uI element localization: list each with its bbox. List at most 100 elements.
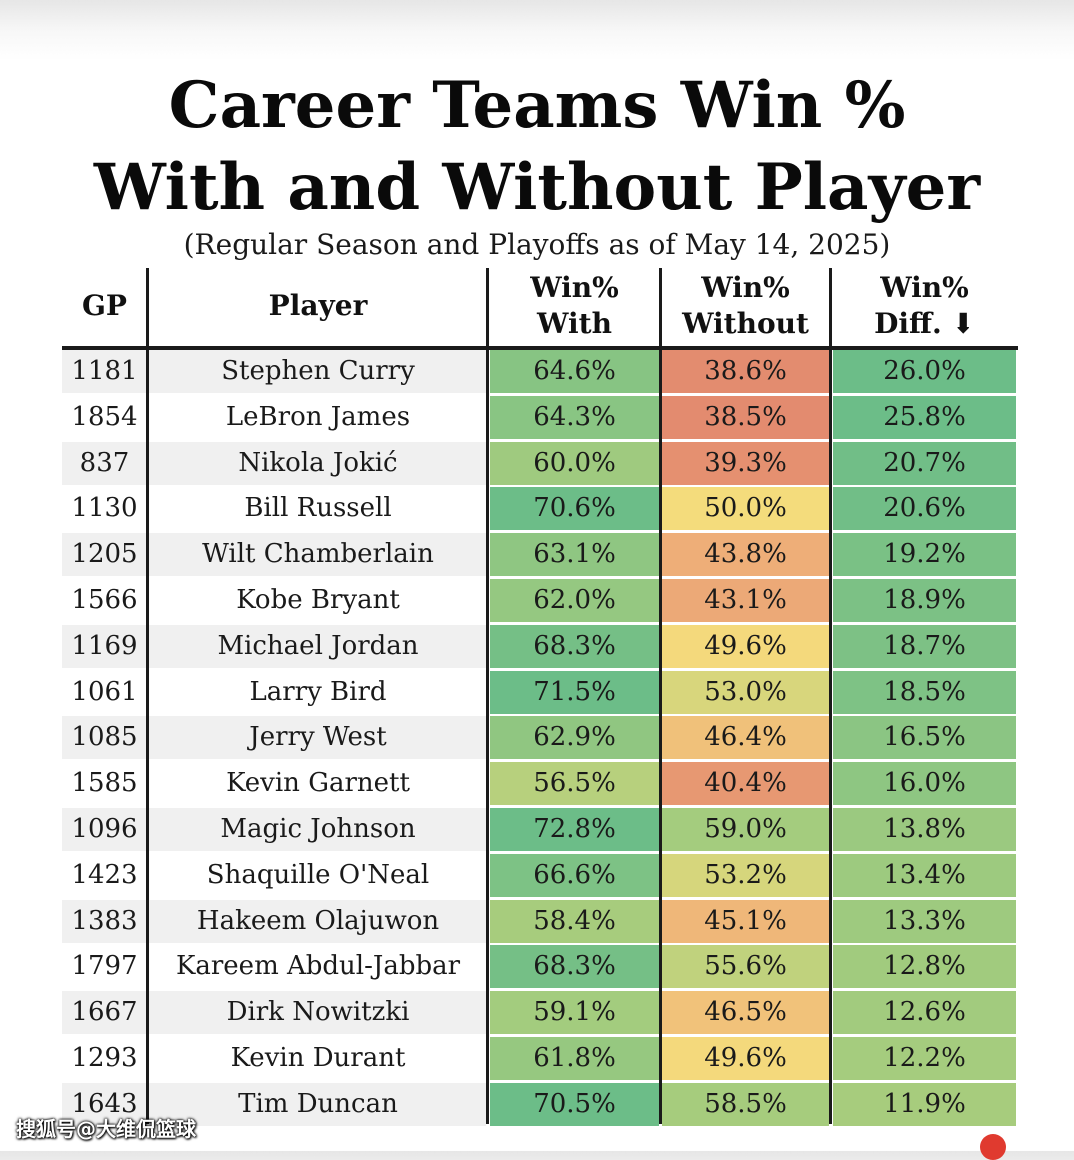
win-diff-cell: 12.6%	[833, 991, 1016, 1035]
watermark-text: 搜狐号@大维侃篮球	[16, 1117, 196, 1141]
player-cell: Jerry West	[249, 722, 387, 753]
column-divider	[146, 268, 149, 1124]
row-separator	[62, 1034, 1016, 1037]
win-with-cell: 62.0%	[490, 579, 659, 622]
row-separator	[62, 438, 1016, 441]
win-with-cell: 70.6%	[490, 487, 659, 531]
column-divider	[659, 268, 662, 1124]
row-background	[62, 899, 486, 943]
column-header-gp: GP	[82, 289, 127, 322]
column-header-without-line-1: Win%	[701, 271, 790, 304]
row-separator	[62, 713, 1016, 716]
win-without-cell: 50.0%	[662, 487, 829, 531]
win-without-cell: 53.0%	[662, 670, 829, 714]
win-without-cell: 55.6%	[662, 945, 829, 989]
win-diff-cell: 12.2%	[833, 1037, 1016, 1080]
row-separator	[62, 530, 1016, 533]
row-background	[62, 716, 486, 760]
table-row: 837 Nikola Jokić 60.0% 39.3% 20.7%	[62, 441, 1016, 487]
player-cell: Tim Duncan	[238, 1088, 398, 1119]
win-diff-cell: 18.5%	[833, 670, 1016, 714]
win-diff-cell: 13.8%	[833, 808, 1016, 851]
table-row: 1169 Michael Jordan 68.3% 49.6% 18.7%	[62, 624, 1016, 670]
gp-cell: 1383	[71, 905, 138, 936]
table-row: 1854 LeBron James 64.3% 38.5% 25.8%	[62, 395, 1016, 441]
row-separator	[62, 896, 1016, 899]
column-header-with-line-2: With	[537, 307, 612, 340]
win-with-cell: 71.5%	[490, 670, 659, 714]
win-with-cell: 58.4%	[490, 899, 659, 943]
gp-cell: 1585	[71, 768, 138, 799]
win-diff-cell: 20.6%	[833, 487, 1016, 531]
win-diff-cell: 26.0%	[833, 350, 1016, 393]
win-with-cell: 72.8%	[490, 808, 659, 851]
row-background	[62, 533, 486, 577]
row-separator	[62, 988, 1016, 991]
player-cell: Kevin Durant	[230, 1043, 406, 1073]
row-separator	[62, 484, 1016, 487]
gp-cell: 1797	[71, 951, 138, 982]
win-diff-cell: 12.8%	[833, 945, 1016, 989]
header-divider	[62, 346, 1018, 350]
win-with-cell: 56.5%	[490, 762, 659, 806]
row-background	[62, 579, 486, 622]
win-diff-cell: 16.5%	[833, 716, 1016, 760]
row-background	[62, 624, 486, 668]
row-background	[62, 762, 486, 806]
row-separator	[62, 622, 1016, 624]
chart-title-line-1: Career Teams Win %	[168, 68, 906, 143]
table-row: 1096 Magic Johnson 72.8% 59.0% 13.8%	[62, 808, 1016, 853]
win-with-cell: 62.9%	[490, 716, 659, 760]
column-header-without-line-2: Without	[682, 307, 809, 340]
player-cell: Larry Bird	[249, 676, 387, 707]
player-cell: LeBron James	[225, 401, 411, 432]
table-row: 1585 Kevin Garnett 56.5% 40.4% 16.0%	[62, 762, 1016, 808]
gp-cell: 1854	[71, 401, 138, 432]
table-row: 1085 Jerry West 62.9% 46.4% 16.5%	[62, 716, 1016, 762]
row-separator	[62, 851, 1016, 853]
win-diff-cell: 18.9%	[833, 579, 1016, 622]
player-cell: Kevin Garnett	[226, 768, 410, 799]
win-without-cell: 40.4%	[662, 762, 829, 806]
win-without-cell: 58.5%	[662, 1082, 829, 1126]
win-without-cell: 46.5%	[662, 991, 829, 1035]
player-cell: Kareem Abdul-Jabbar	[175, 951, 461, 982]
table-row: 1130 Bill Russell 70.6% 50.0% 20.6%	[62, 487, 1016, 533]
win-without-cell: 46.4%	[662, 716, 829, 760]
gp-cell: 1169	[71, 630, 138, 661]
row-separator	[62, 667, 1016, 670]
table-row: 1383 Hakeem Olajuwon 58.4% 45.1% 13.3%	[62, 899, 1016, 945]
win-diff-cell: 11.9%	[833, 1082, 1016, 1126]
player-cell: Nikola Jokić	[238, 447, 398, 478]
win-with-cell: 61.8%	[490, 1037, 659, 1080]
win-diff-cell: 25.8%	[833, 395, 1016, 439]
win-with-cell: 68.3%	[490, 945, 659, 989]
row-background	[62, 487, 486, 531]
row-background	[62, 395, 486, 439]
win-without-cell: 43.8%	[662, 533, 829, 577]
column-divider	[829, 268, 832, 1124]
player-cell: Magic Johnson	[220, 814, 416, 844]
win-with-cell: 59.1%	[490, 991, 659, 1035]
win-with-cell: 70.5%	[490, 1082, 659, 1126]
gp-cell: 1085	[71, 722, 138, 753]
table-row: 1797 Kareem Abdul-Jabbar 68.3% 55.6% 12.8%	[62, 945, 1016, 991]
win-without-cell: 45.1%	[662, 899, 829, 943]
win-diff-cell: 20.7%	[833, 441, 1016, 485]
table-row: 1566 Kobe Bryant 62.0% 43.1% 18.9%	[62, 579, 1016, 624]
player-cell: Bill Russell	[244, 493, 392, 524]
table-row: 1205 Wilt Chamberlain 63.1% 43.8% 19.2%	[62, 533, 1016, 579]
chart-title-line-2: With and Without Player	[93, 150, 981, 225]
win-with-cell: 60.0%	[490, 441, 659, 485]
win-with-cell: 68.3%	[490, 624, 659, 668]
gp-cell: 1423	[71, 859, 138, 890]
row-separator	[62, 1080, 1016, 1082]
gp-cell: 1205	[71, 539, 138, 570]
column-header-with-line-1: Win%	[530, 271, 619, 304]
win-without-cell: 39.3%	[662, 441, 829, 485]
row-separator	[62, 576, 1016, 579]
win-without-cell: 53.2%	[662, 853, 829, 897]
row-background	[62, 350, 486, 393]
row-background	[62, 945, 486, 989]
